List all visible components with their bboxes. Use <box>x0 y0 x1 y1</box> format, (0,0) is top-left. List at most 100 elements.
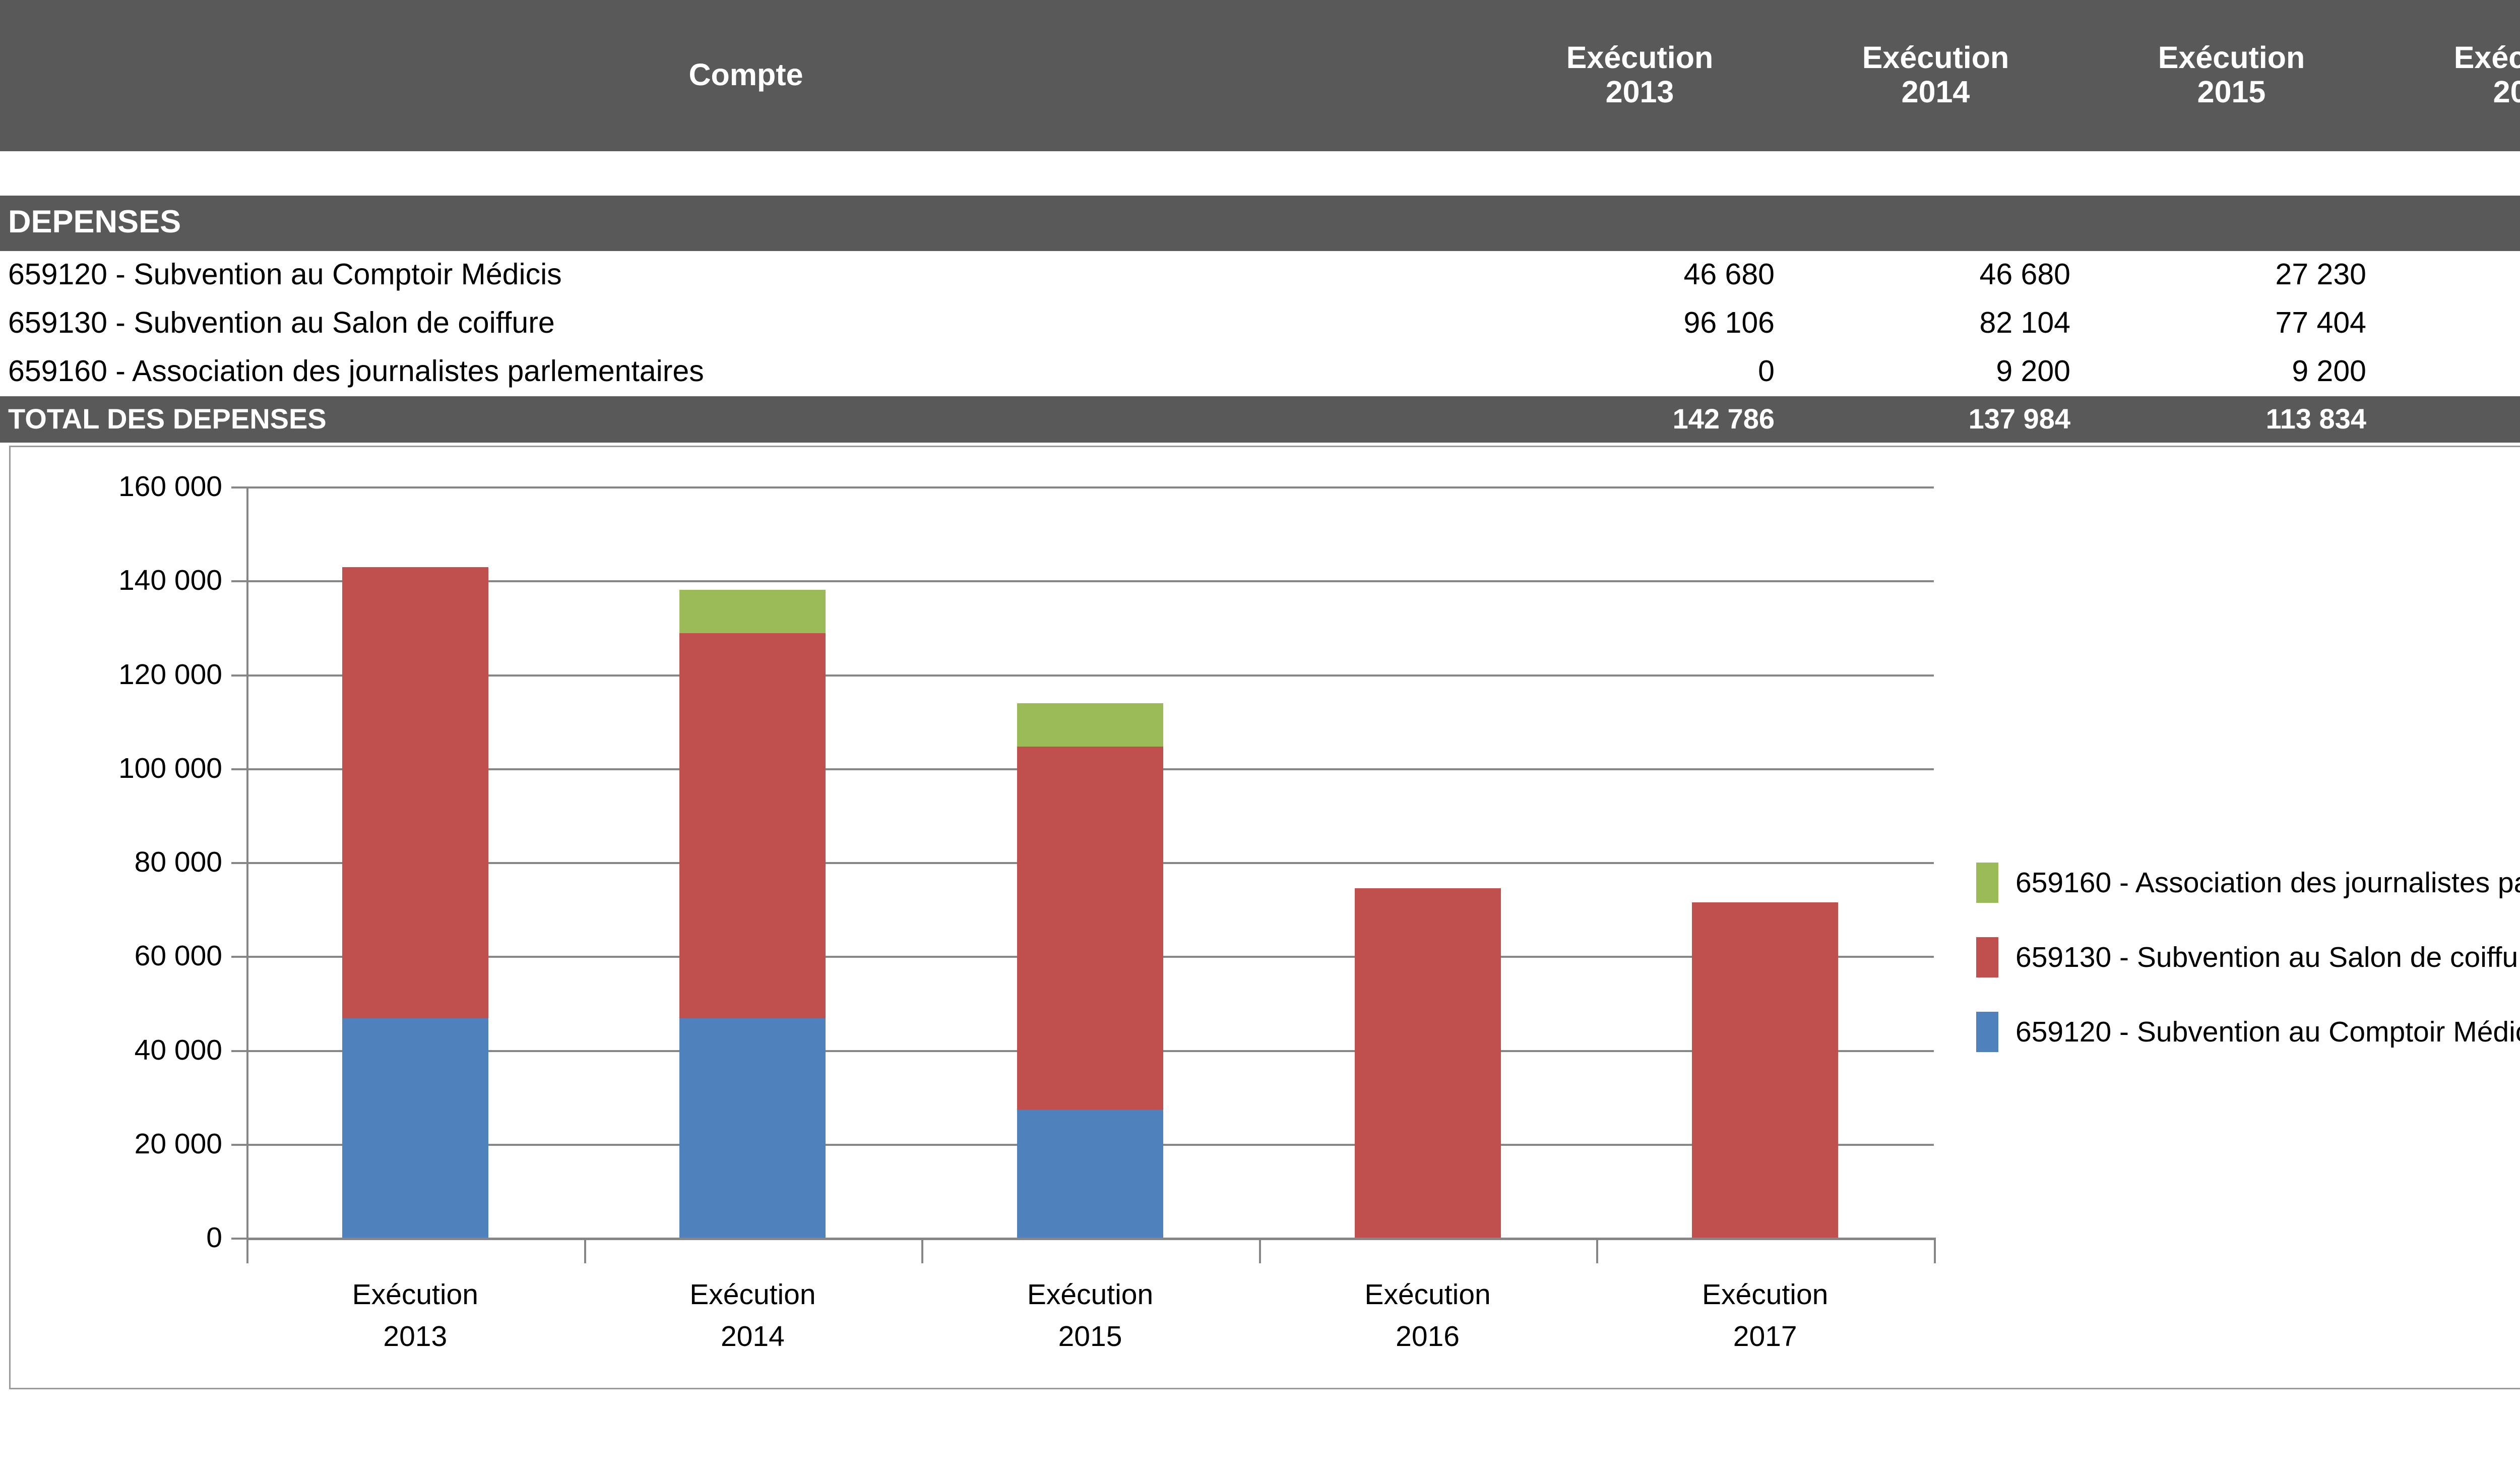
table-row: 659130 - Subvention au Salon de coiffure… <box>0 299 2520 348</box>
legend-swatch-icon <box>1976 863 1998 903</box>
legend-label: 659120 - Subvention au Comptoir Médicis <box>2015 1016 2520 1048</box>
column-header-exec-2013: Exécution 2013 <box>1492 0 1788 151</box>
table-spacer-cell <box>0 151 2520 196</box>
total-label: TOTAL DES DEPENSES <box>0 396 1492 443</box>
table-row: 659160 - Association des journalistes pa… <box>0 348 2520 396</box>
legend-item[interactable]: 659160 - Association des journalistes pa… <box>1976 845 2520 920</box>
row-value-2014: 9 200 <box>1788 348 2084 396</box>
y-axis-tick <box>231 768 246 770</box>
y-axis-tick <box>231 674 246 677</box>
bar-stack[interactable] <box>679 590 826 1238</box>
section-header-depenses: DEPENSES <box>0 196 2520 251</box>
total-value-2015: 113 834 <box>2084 396 2379 443</box>
budget-sheet: Compte Exécution 2013 Exécution 2014 Exé… <box>0 0 2520 1389</box>
row-value-2016: 0 <box>2379 251 2520 299</box>
bar-stack[interactable] <box>1692 902 1839 1238</box>
y-axis-tick-label: 120 000 <box>118 658 222 691</box>
x-axis-category-label: Exécution 2015 <box>1027 1278 1154 1353</box>
bar-segment[interactable] <box>342 1018 488 1238</box>
y-axis-tick <box>231 486 246 488</box>
row-value-2016: 74 404 <box>2379 299 2520 348</box>
x-axis-tick <box>1934 1240 1936 1263</box>
row-value-2014: 46 680 <box>1788 251 2084 299</box>
x-axis-category-label: Exécution 2016 <box>1364 1278 1491 1353</box>
column-header-exec-2015: Exécution 2015 <box>2084 0 2379 151</box>
legend-swatch-icon <box>1976 937 1998 977</box>
bar-category-slot <box>1259 486 1597 1238</box>
chart-legend: 659160 - Association des journalistes pa… <box>1976 845 2520 1069</box>
gridline <box>246 674 1934 677</box>
section-blank-2014 <box>1788 196 2084 251</box>
gridline <box>246 580 1934 583</box>
section-label: DEPENSES <box>0 196 1492 251</box>
bar-segment[interactable] <box>679 590 826 633</box>
bar-stack[interactable] <box>342 567 488 1238</box>
row-value-2015: 27 230 <box>2084 251 2379 299</box>
bar-segment[interactable] <box>1354 888 1501 1238</box>
table-header-row: Compte Exécution 2013 Exécution 2014 Exé… <box>0 0 2520 151</box>
bar-segment[interactable] <box>679 633 826 1019</box>
x-axis-tick <box>1596 1240 1599 1263</box>
x-axis-category-label: Exécution 2013 <box>352 1278 478 1353</box>
legend-item[interactable]: 659120 - Subvention au Comptoir Médicis <box>1976 995 2520 1069</box>
bar-segment[interactable] <box>1017 703 1163 747</box>
y-axis-tick-label: 80 000 <box>134 846 222 878</box>
y-axis-tick <box>231 862 246 864</box>
y-axis-tick-label: 40 000 <box>134 1033 222 1066</box>
legend-label: 659130 - Subvention au Salon de coiffure <box>2015 941 2520 973</box>
section-blank-2015 <box>2084 196 2379 251</box>
y-axis-tick-label: 60 000 <box>134 940 222 972</box>
bar-stack[interactable] <box>1354 888 1501 1238</box>
row-value-2013: 96 106 <box>1492 299 1788 348</box>
x-axis-category-label: Exécution 2017 <box>1702 1278 1829 1353</box>
legend-label: 659160 - Association des journalistes pa… <box>2015 867 2520 899</box>
column-header-exec-2014: Exécution 2014 <box>1788 0 2084 151</box>
x-axis-tick <box>1258 1240 1261 1263</box>
y-axis-tick <box>231 1050 246 1052</box>
y-axis-tick-label: 100 000 <box>118 752 222 784</box>
section-blank-2016 <box>2379 196 2520 251</box>
row-account-label: 659160 - Association des journalistes pa… <box>0 348 1492 396</box>
row-account-label: 659130 - Subvention au Salon de coiffure <box>0 299 1492 348</box>
column-header-account: Compte <box>0 0 1492 151</box>
y-axis-tick-label: 140 000 <box>118 564 222 597</box>
bar-category-slot <box>921 486 1259 1238</box>
row-value-2014: 82 104 <box>1788 299 2084 348</box>
row-account-label: 659120 - Subvention au Comptoir Médicis <box>0 251 1492 299</box>
row-value-2016: 0 <box>2379 348 2520 396</box>
x-axis-tick <box>246 1240 248 1263</box>
y-axis-tick-label: 160 000 <box>118 470 222 503</box>
x-axis-line <box>246 1238 1936 1240</box>
total-value-2014: 137 984 <box>1788 396 2084 443</box>
row-value-2015: 77 404 <box>2084 299 2379 348</box>
x-axis-labels: Exécution 2013 Exécution 2014 Exécution 20… <box>246 1274 1936 1370</box>
bar-category-slot <box>246 486 584 1238</box>
legend-item[interactable]: 659130 - Subvention au Salon de coiffure <box>1976 920 2520 995</box>
row-value-2013: 46 680 <box>1492 251 1788 299</box>
y-axis-tick <box>231 580 246 583</box>
y-axis-tick-label: 0 <box>206 1221 222 1254</box>
bar-series-group <box>246 486 1934 1238</box>
table-row: 659120 - Subvention au Comptoir Médicis … <box>0 251 2520 299</box>
bar-segment[interactable] <box>1692 902 1839 1238</box>
total-value-2016: 74 404 <box>2379 396 2520 443</box>
y-axis-labels: 0 20 000 40 000 60 000 80 000 100 000 120 000 1… <box>11 470 222 1254</box>
column-header-exec-2016: Exécution 2016 <box>2379 0 2520 151</box>
chart-plot-area <box>231 486 1934 1240</box>
x-axis-tick <box>921 1240 924 1263</box>
total-value-2013: 142 786 <box>1492 396 1788 443</box>
x-axis-tick <box>584 1240 586 1263</box>
y-axis-tick <box>231 1238 246 1240</box>
y-axis-tick <box>231 1143 246 1146</box>
bar-stack[interactable] <box>1017 703 1163 1238</box>
bar-category-slot <box>1596 486 1934 1238</box>
bar-segment[interactable] <box>679 1018 826 1238</box>
row-value-2015: 9 200 <box>2084 348 2379 396</box>
y-axis-tick <box>231 956 246 958</box>
bar-segment[interactable] <box>1017 746 1163 1110</box>
bar-segment[interactable] <box>1017 1110 1163 1238</box>
bar-segment[interactable] <box>342 567 488 1019</box>
gridline <box>246 486 1934 488</box>
row-value-2013: 0 <box>1492 348 1788 396</box>
x-axis-category-label: Exécution 2014 <box>689 1278 816 1353</box>
